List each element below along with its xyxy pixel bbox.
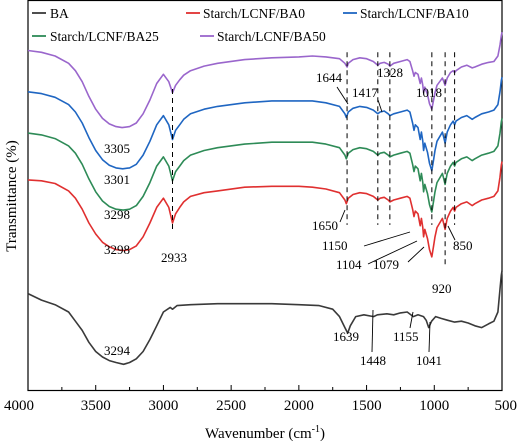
arrow-1644: [336, 86, 349, 105]
x-axis-title-sup: -1: [312, 424, 320, 435]
x-axis-title-suffix: ): [320, 426, 325, 442]
annot-3301: 3301: [104, 172, 130, 187]
annot-1328: 1328: [377, 65, 403, 80]
arrow-1417: [377, 99, 383, 113]
legend-entry-ba: BA: [32, 6, 69, 21]
arrow-1650: [339, 209, 346, 223]
x-tick-label-4000: 4000: [4, 398, 34, 414]
x-axis-title: Wavenumber (cm-1): [205, 424, 325, 442]
x-tick-label-3500: 3500: [81, 398, 111, 414]
arrow-1079: [407, 246, 425, 263]
arrow-1155: [409, 311, 414, 329]
x-tick-label-3000: 3000: [148, 398, 178, 414]
annot-920: 920: [432, 281, 452, 296]
x-tick-label-1000: 1000: [419, 398, 449, 414]
annot-1639: 1639: [333, 329, 359, 344]
series-line-starch-lcnf-ba0: [27, 161, 503, 258]
annotation-layer: 3305 3301 3298 3298 3294 2933 1644 1417 …: [104, 65, 473, 368]
legend: BA Starch/LCNF/BA0 Starch/LCNF/BA10 Star…: [32, 6, 469, 44]
guide-layer: [172, 52, 456, 267]
arrow-1104: [367, 240, 418, 265]
annot-1448: 1448: [360, 353, 386, 368]
series-line-ba: [27, 270, 503, 366]
x-tick-label-2000: 2000: [284, 398, 314, 414]
annot-1018: 1018: [416, 85, 442, 100]
arrow-1041: [428, 321, 431, 353]
x-tick-label-1500: 1500: [352, 398, 382, 414]
annot-1079: 1079: [373, 257, 399, 272]
annot-1644: 1644: [316, 70, 343, 85]
plot-frame: [27, 0, 503, 392]
series-line-starch-lcnf-ba50: [27, 31, 503, 129]
annot-1150: 1150: [322, 238, 348, 253]
annot-2933: 2933: [161, 250, 187, 265]
arrow-1448: [371, 309, 374, 353]
annot-3298-ba0: 3298: [104, 242, 130, 257]
x-axis-title-main: Wavenumber (cm: [205, 426, 312, 442]
arrow-1150: [363, 231, 411, 247]
legend-label-ba50: Starch/LCNF/BA50: [217, 29, 326, 44]
annotation-arrows: [336, 86, 456, 353]
x-tick-label-500: 500: [495, 398, 518, 414]
annot-1104: 1104: [336, 257, 362, 272]
series-line-starch-lcnf-ba10: [27, 76, 503, 172]
annot-3294: 3294: [104, 343, 131, 358]
annot-3298-ba25: 3298: [104, 207, 130, 222]
x-axis: 4000 3500 3000 2500 2000 1500 1000 500: [4, 385, 517, 414]
legend-label-ba25: Starch/LCNF/BA25: [50, 29, 159, 44]
annot-1155: 1155: [393, 329, 419, 344]
annot-1650: 1650: [312, 218, 338, 233]
series-layer: [27, 31, 503, 366]
annot-3305: 3305: [104, 141, 130, 156]
legend-entry-ba25: Starch/LCNF/BA25: [32, 29, 159, 44]
series-line-starch-lcnf-ba25: [27, 118, 503, 213]
annot-1041: 1041: [416, 353, 442, 368]
legend-entry-ba10: Starch/LCNF/BA10: [343, 6, 469, 21]
legend-label-ba10: Starch/LCNF/BA10: [360, 6, 469, 21]
legend-entry-ba0: Starch/LCNF/BA0: [186, 6, 305, 21]
legend-entry-ba50: Starch/LCNF/BA50: [200, 29, 326, 44]
arrow-850: [447, 225, 456, 241]
legend-label-ba: BA: [50, 6, 69, 21]
annot-1417: 1417: [352, 85, 379, 100]
legend-label-ba0: Starch/LCNF/BA0: [203, 6, 305, 21]
y-axis-title: Transmittance (%): [4, 140, 20, 252]
x-tick-label-2500: 2500: [216, 398, 246, 414]
annot-850: 850: [453, 238, 473, 253]
